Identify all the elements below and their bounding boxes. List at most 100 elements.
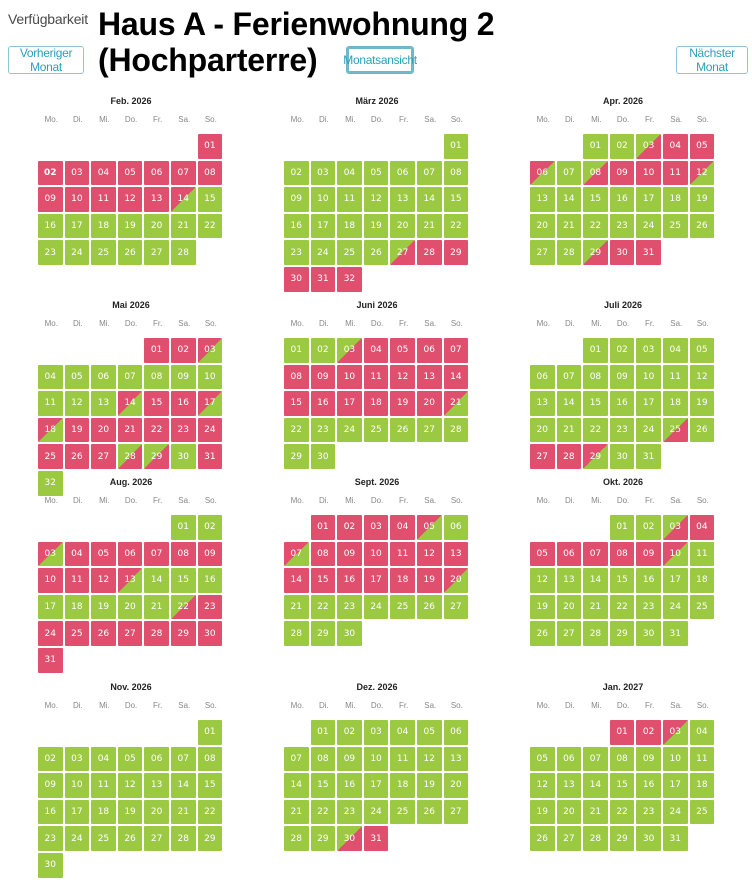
day-cell[interactable]: 18 bbox=[689, 773, 715, 798]
day-cell[interactable]: 09 bbox=[38, 187, 63, 212]
day-cell[interactable]: 22 bbox=[609, 799, 635, 825]
day-cell[interactable]: 22 bbox=[197, 213, 223, 239]
day-cell[interactable]: 04 bbox=[689, 720, 715, 745]
day-cell[interactable]: 15 bbox=[197, 773, 223, 798]
day-cell[interactable]: 05 bbox=[390, 338, 415, 363]
day-cell[interactable]: 17 bbox=[310, 213, 336, 239]
day-cell[interactable]: 15 bbox=[609, 773, 635, 798]
day-cell[interactable]: 11 bbox=[390, 746, 415, 772]
day-cell[interactable]: 20 bbox=[144, 799, 169, 825]
day-cell[interactable]: 11 bbox=[689, 746, 715, 772]
day-cell[interactable]: 29 bbox=[171, 621, 196, 646]
day-cell[interactable]: 21 bbox=[171, 799, 196, 825]
day-cell[interactable]: 04 bbox=[38, 364, 63, 390]
day-cell[interactable]: 04 bbox=[337, 160, 362, 186]
day-cell[interactable]: 22 bbox=[583, 417, 608, 443]
day-cell[interactable]: 22 bbox=[609, 594, 635, 620]
day-cell[interactable]: 07 bbox=[417, 160, 442, 186]
day-cell[interactable]: 06 bbox=[144, 160, 169, 186]
day-cell[interactable]: 21 bbox=[556, 213, 582, 239]
day-cell[interactable]: 19 bbox=[64, 417, 90, 443]
day-cell[interactable]: 23 bbox=[609, 213, 635, 239]
day-cell[interactable]: 31 bbox=[363, 826, 389, 851]
day-cell[interactable]: 08 bbox=[310, 541, 336, 567]
day-cell[interactable]: 01 bbox=[609, 515, 635, 540]
day-cell[interactable]: 20 bbox=[390, 213, 415, 239]
day-cell[interactable]: 20 bbox=[530, 213, 555, 239]
day-cell[interactable]: 29 bbox=[583, 444, 608, 469]
day-cell[interactable]: 19 bbox=[91, 594, 116, 620]
day-cell[interactable]: 01 bbox=[171, 515, 196, 540]
day-cell[interactable]: 01 bbox=[310, 515, 336, 540]
day-cell[interactable]: 08 bbox=[197, 746, 223, 772]
day-cell[interactable]: 27 bbox=[443, 799, 469, 825]
day-cell[interactable]: 10 bbox=[64, 187, 90, 212]
day-cell[interactable]: 26 bbox=[689, 417, 715, 443]
day-cell[interactable]: 15 bbox=[144, 391, 169, 416]
day-cell[interactable]: 02 bbox=[38, 160, 63, 186]
day-cell[interactable]: 29 bbox=[284, 444, 309, 469]
day-cell[interactable]: 01 bbox=[310, 720, 336, 745]
day-cell[interactable]: 03 bbox=[310, 160, 336, 186]
day-cell[interactable]: 13 bbox=[530, 391, 555, 416]
day-cell[interactable]: 13 bbox=[556, 568, 582, 593]
day-cell[interactable]: 26 bbox=[390, 417, 415, 443]
day-cell[interactable]: 30 bbox=[284, 267, 309, 292]
day-cell[interactable]: 12 bbox=[363, 187, 389, 212]
day-cell[interactable]: 23 bbox=[337, 594, 362, 620]
day-cell[interactable]: 14 bbox=[171, 773, 196, 798]
day-cell[interactable]: 13 bbox=[390, 187, 415, 212]
day-cell[interactable]: 18 bbox=[663, 187, 688, 212]
day-cell[interactable]: 30 bbox=[310, 444, 336, 469]
day-cell[interactable]: 18 bbox=[38, 417, 63, 443]
day-cell[interactable]: 09 bbox=[284, 187, 309, 212]
day-cell[interactable]: 08 bbox=[609, 541, 635, 567]
day-cell[interactable]: 16 bbox=[171, 391, 196, 416]
day-cell[interactable]: 23 bbox=[284, 240, 309, 265]
day-cell[interactable]: 29 bbox=[144, 444, 169, 469]
day-cell[interactable]: 31 bbox=[663, 826, 688, 851]
day-cell[interactable]: 28 bbox=[443, 417, 469, 443]
day-cell[interactable]: 30 bbox=[38, 853, 63, 878]
day-cell[interactable]: 21 bbox=[583, 594, 608, 620]
day-cell[interactable]: 28 bbox=[556, 240, 582, 265]
day-cell[interactable]: 30 bbox=[337, 621, 362, 646]
day-cell[interactable]: 12 bbox=[91, 568, 116, 593]
day-cell[interactable]: 07 bbox=[171, 160, 196, 186]
day-cell[interactable]: 25 bbox=[390, 594, 415, 620]
day-cell[interactable]: 27 bbox=[144, 826, 169, 851]
day-cell[interactable]: 04 bbox=[390, 720, 415, 745]
day-cell[interactable]: 12 bbox=[689, 364, 715, 390]
day-cell[interactable]: 02 bbox=[197, 515, 223, 540]
day-cell[interactable]: 25 bbox=[64, 621, 90, 646]
day-cell[interactable]: 10 bbox=[663, 541, 688, 567]
day-cell[interactable]: 05 bbox=[363, 160, 389, 186]
day-cell[interactable]: 13 bbox=[443, 541, 469, 567]
day-cell[interactable]: 25 bbox=[337, 240, 362, 265]
day-cell[interactable]: 22 bbox=[310, 594, 336, 620]
day-cell[interactable]: 15 bbox=[310, 568, 336, 593]
day-cell[interactable]: 31 bbox=[310, 267, 336, 292]
day-cell[interactable]: 26 bbox=[530, 621, 555, 646]
day-cell[interactable]: 15 bbox=[583, 187, 608, 212]
day-cell[interactable]: 04 bbox=[363, 338, 389, 363]
day-cell[interactable]: 23 bbox=[636, 594, 661, 620]
day-cell[interactable]: 05 bbox=[417, 515, 442, 540]
day-cell[interactable]: 24 bbox=[64, 826, 90, 851]
day-cell[interactable]: 19 bbox=[689, 391, 715, 416]
day-cell[interactable]: 28 bbox=[284, 621, 309, 646]
day-cell[interactable]: 23 bbox=[197, 594, 223, 620]
day-cell[interactable]: 03 bbox=[663, 720, 688, 745]
day-cell[interactable]: 26 bbox=[530, 826, 555, 851]
day-cell[interactable]: 22 bbox=[171, 594, 196, 620]
day-cell[interactable]: 16 bbox=[38, 213, 63, 239]
day-cell[interactable]: 08 bbox=[583, 160, 608, 186]
day-cell[interactable]: 16 bbox=[310, 391, 336, 416]
day-cell[interactable]: 14 bbox=[417, 187, 442, 212]
day-cell[interactable]: 18 bbox=[390, 568, 415, 593]
day-cell[interactable]: 21 bbox=[443, 391, 469, 416]
day-cell[interactable]: 22 bbox=[583, 213, 608, 239]
day-cell[interactable]: 03 bbox=[663, 515, 688, 540]
day-cell[interactable]: 10 bbox=[636, 160, 661, 186]
day-cell[interactable]: 12 bbox=[530, 773, 555, 798]
